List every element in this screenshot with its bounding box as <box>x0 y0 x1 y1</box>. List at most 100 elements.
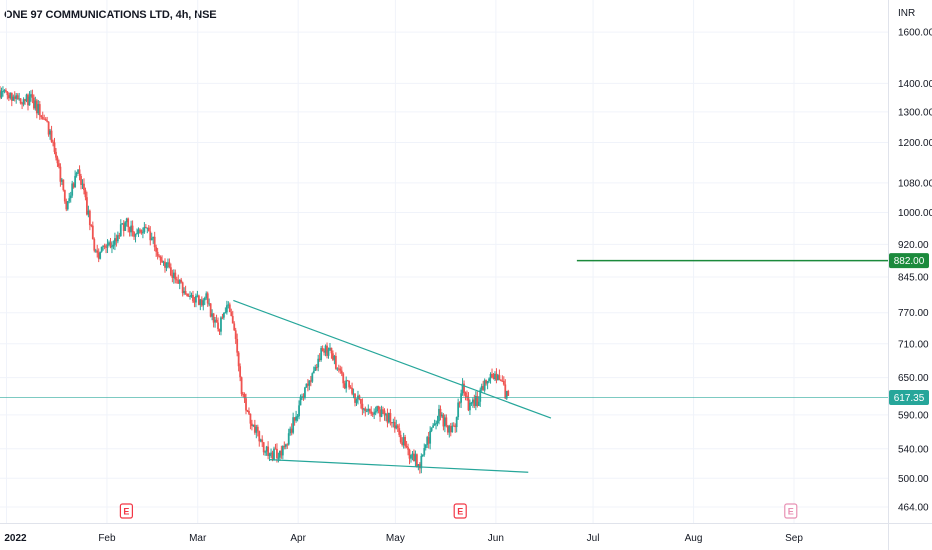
candle-down <box>65 201 68 210</box>
candle-down <box>217 322 219 330</box>
x-tick-label: May <box>386 533 405 544</box>
candle-up <box>284 444 287 447</box>
candle-down <box>24 99 26 102</box>
earnings-marker[interactable]: E <box>119 503 133 519</box>
candle-down <box>174 272 177 280</box>
candle-up <box>167 262 169 264</box>
candle-down <box>221 317 224 319</box>
candle-down <box>339 368 342 371</box>
candle-down <box>413 453 415 462</box>
candle-down <box>368 408 371 412</box>
candle-down <box>118 235 121 237</box>
candle-up <box>410 455 412 459</box>
candle-up <box>380 409 383 417</box>
candle-up <box>130 225 133 233</box>
candle-down <box>234 330 237 339</box>
x-tick-label: Jun <box>488 533 504 544</box>
candle-up <box>227 304 230 306</box>
earnings-marker[interactable]: E <box>784 503 798 519</box>
candle-up <box>9 92 12 99</box>
candle-down <box>306 383 309 386</box>
candle-up <box>208 303 211 305</box>
candle-up <box>152 236 155 239</box>
candle-down <box>386 413 389 423</box>
price-tag <box>889 253 929 269</box>
y-tick-label: 1300.00 <box>898 107 932 118</box>
candle-down <box>140 230 143 233</box>
candle-up <box>94 250 97 252</box>
candle-up <box>320 348 323 360</box>
y-tick-label: 500.00 <box>898 474 929 485</box>
candle-up <box>488 378 490 382</box>
candle-down <box>398 428 401 435</box>
candle-down <box>164 261 166 268</box>
candle-down <box>326 345 328 356</box>
earnings-label: E <box>457 507 463 517</box>
candle-down <box>105 246 107 248</box>
candle-down <box>35 100 38 114</box>
candle-down <box>452 425 455 427</box>
candle-up <box>28 96 31 106</box>
candle-up <box>329 347 331 350</box>
candle-up <box>362 408 365 410</box>
candle-down <box>96 250 99 253</box>
candle-up <box>265 446 268 452</box>
candle-down <box>228 304 231 313</box>
candle-down <box>504 384 507 399</box>
candle-up <box>102 245 105 247</box>
candle-up <box>214 319 216 323</box>
candle-down <box>245 398 247 411</box>
candle-down <box>283 446 286 448</box>
candle-down <box>407 447 409 450</box>
price-tag-label: 617.35 <box>894 393 925 404</box>
candle-down <box>175 279 178 281</box>
candle-up <box>457 402 460 418</box>
candle-up <box>430 427 433 431</box>
candle-up <box>426 437 429 445</box>
candle-down <box>46 120 49 122</box>
earnings-marker[interactable]: E <box>453 503 467 519</box>
candle-down <box>473 399 476 406</box>
candle-down <box>10 92 13 101</box>
x-tick-label: Sep <box>785 533 803 544</box>
candle-down <box>58 163 60 167</box>
candle-down <box>193 301 196 303</box>
price-axis[interactable]: INR 1600.00 1400.00 1300.00 1200.00 1080.00 1… <box>898 8 932 513</box>
candle-up <box>448 426 451 433</box>
candle-up <box>12 96 15 101</box>
candle-down <box>144 226 147 228</box>
time-axis[interactable]: 2022 Feb Mar Apr May Jun Jul Aug Sep <box>4 533 803 544</box>
candles <box>0 85 510 474</box>
candle-down <box>236 338 239 353</box>
earnings-label: E <box>788 507 794 517</box>
candle-down <box>206 293 209 304</box>
x-tick-label: Aug <box>685 533 703 544</box>
candle-up <box>374 411 377 413</box>
candle-up <box>436 421 439 424</box>
candle-up <box>195 295 197 303</box>
candle-down <box>399 434 402 443</box>
candle-down <box>332 353 334 360</box>
candle-up <box>146 227 149 229</box>
candle-up <box>220 317 222 332</box>
candle-up <box>273 448 275 461</box>
candle-up <box>421 454 424 456</box>
candle-up <box>178 279 181 284</box>
candle-down <box>155 247 158 252</box>
candle-down <box>323 350 325 353</box>
candle-up <box>460 393 462 403</box>
candle-down <box>16 95 19 100</box>
candle-down <box>31 94 34 98</box>
candle-down <box>261 439 264 443</box>
candle-down <box>159 256 162 261</box>
candle-down <box>122 223 125 231</box>
candle-down <box>90 225 93 227</box>
candle-up <box>202 300 205 306</box>
candle-down <box>243 394 246 399</box>
candle-down <box>63 190 66 202</box>
y-tick-label: 1400.00 <box>898 79 932 90</box>
candle-down <box>62 179 65 191</box>
candle-up <box>121 223 124 225</box>
